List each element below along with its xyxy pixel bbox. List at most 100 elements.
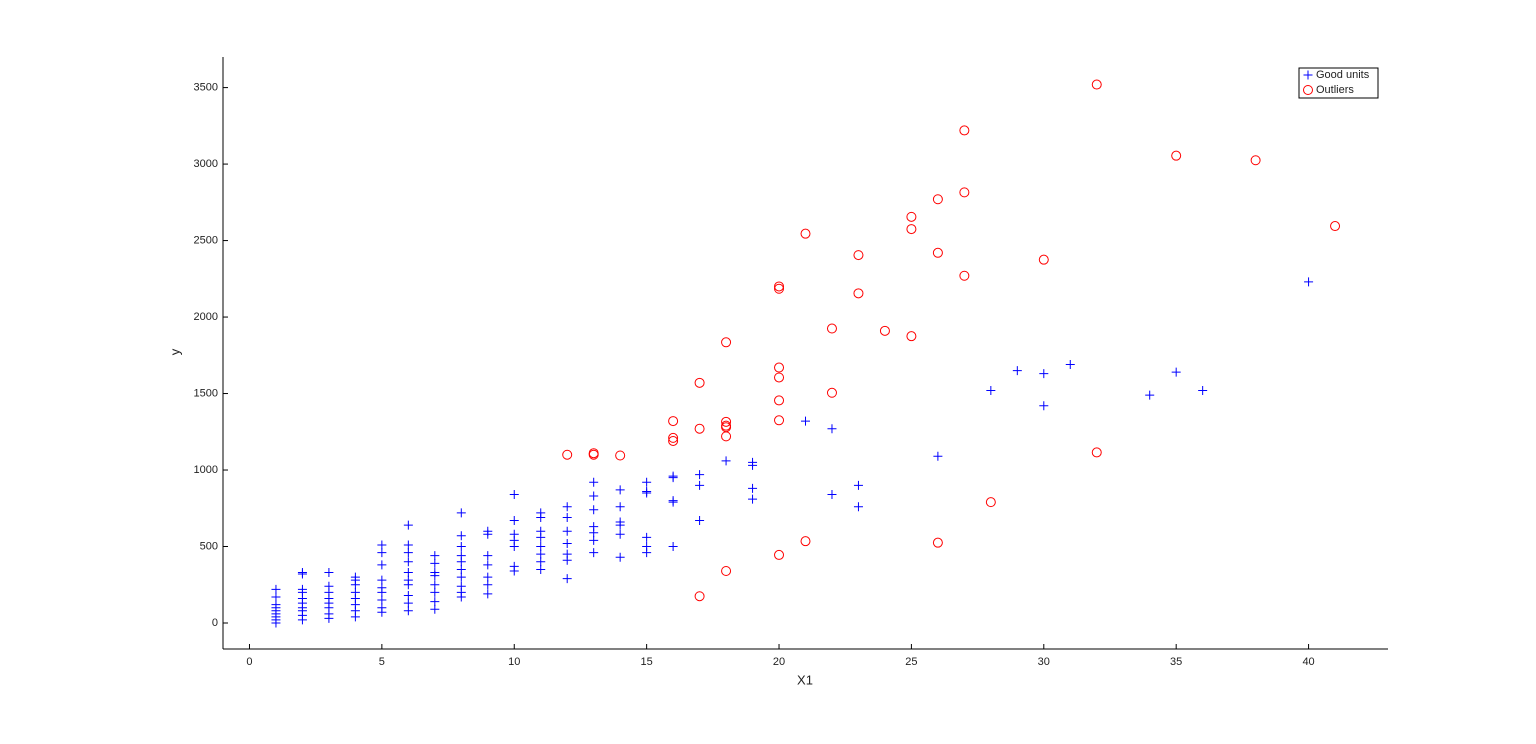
point — [297, 568, 307, 578]
point — [483, 560, 493, 570]
point — [694, 591, 705, 602]
point — [297, 584, 307, 594]
x-tick-label: 15 — [641, 656, 653, 668]
point — [377, 575, 387, 585]
point — [509, 561, 519, 571]
point — [456, 551, 466, 561]
point — [774, 395, 785, 406]
point — [377, 548, 387, 558]
point — [509, 489, 519, 499]
point — [615, 502, 625, 512]
point — [774, 415, 785, 426]
y-tick-label: 0 — [212, 617, 218, 629]
point — [1171, 367, 1181, 377]
point — [642, 532, 652, 542]
point — [430, 587, 440, 597]
point — [589, 535, 599, 545]
point — [403, 606, 413, 616]
point — [589, 522, 599, 532]
point — [430, 551, 440, 561]
y-tick-label: 2000 — [194, 311, 218, 323]
point — [456, 572, 466, 582]
point — [377, 603, 387, 613]
point — [1304, 277, 1314, 287]
point — [826, 387, 837, 398]
x-tick-label: 35 — [1170, 656, 1182, 668]
point — [483, 572, 493, 582]
point — [642, 542, 652, 552]
point — [536, 526, 546, 536]
point — [1250, 155, 1261, 166]
point — [377, 583, 387, 593]
point — [932, 537, 943, 548]
point — [748, 483, 758, 493]
point — [562, 526, 572, 536]
point — [615, 485, 625, 495]
x-axis-label: X1 — [797, 672, 813, 687]
x-tick-label: 0 — [246, 656, 252, 668]
point — [694, 377, 705, 388]
point — [483, 589, 493, 599]
point — [536, 557, 546, 567]
point — [403, 557, 413, 567]
point — [959, 270, 970, 281]
point — [668, 471, 678, 481]
point — [536, 564, 546, 574]
point — [721, 337, 732, 348]
point — [377, 595, 387, 605]
point — [801, 416, 810, 426]
point — [509, 529, 519, 539]
point — [800, 228, 811, 239]
point — [1091, 79, 1102, 90]
point — [986, 385, 996, 395]
point — [985, 497, 996, 508]
legend — [1298, 67, 1379, 99]
point — [827, 489, 837, 499]
point — [1145, 390, 1155, 400]
point — [668, 416, 679, 427]
point — [403, 575, 413, 585]
point — [774, 281, 785, 292]
point — [932, 247, 943, 258]
point — [721, 416, 732, 427]
point — [403, 598, 413, 608]
point — [853, 502, 863, 512]
point — [748, 494, 758, 504]
point — [377, 560, 387, 570]
point — [430, 568, 440, 578]
point — [430, 604, 440, 614]
point — [588, 449, 599, 460]
point — [906, 224, 917, 235]
x-tick-label: 5 — [379, 656, 385, 668]
point — [959, 187, 970, 198]
point — [430, 580, 440, 590]
point — [350, 572, 360, 582]
point — [562, 549, 572, 559]
point — [774, 362, 785, 373]
point — [933, 451, 943, 461]
point — [536, 508, 546, 518]
point — [589, 477, 599, 487]
point — [932, 194, 943, 205]
y-tick-label: 3500 — [194, 82, 218, 94]
point — [906, 331, 917, 342]
legend-marker — [1303, 85, 1313, 95]
point — [615, 450, 626, 461]
point — [615, 529, 625, 539]
point — [324, 568, 334, 578]
point — [456, 542, 466, 552]
point — [456, 564, 466, 574]
point — [403, 520, 413, 530]
point — [642, 486, 652, 496]
x-tick-label: 20 — [773, 656, 785, 668]
point — [827, 424, 837, 434]
point — [271, 600, 281, 610]
point — [483, 526, 493, 536]
point — [1330, 221, 1341, 232]
point — [879, 325, 890, 336]
point — [695, 516, 705, 526]
legend-label: Outliers — [1316, 84, 1354, 96]
point — [589, 491, 599, 501]
